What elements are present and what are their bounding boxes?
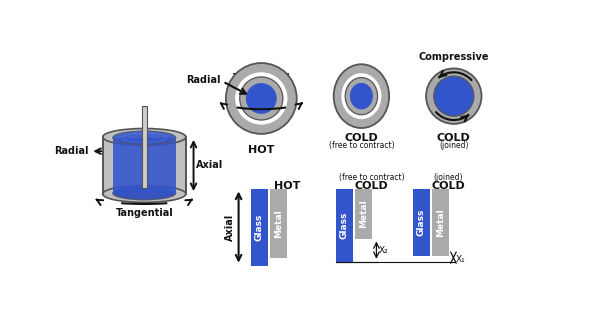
Text: X₂: X₂ <box>379 246 388 255</box>
Text: (free to contract): (free to contract) <box>338 173 404 182</box>
Ellipse shape <box>426 68 482 124</box>
Ellipse shape <box>235 72 287 124</box>
Ellipse shape <box>113 186 176 200</box>
Text: COLD: COLD <box>355 181 388 191</box>
Ellipse shape <box>103 129 186 145</box>
Text: Glass: Glass <box>340 212 349 239</box>
Text: Radial: Radial <box>186 75 220 85</box>
Text: COLD: COLD <box>437 133 470 143</box>
Text: COLD: COLD <box>344 133 378 143</box>
Bar <box>413 188 430 256</box>
Text: Tangential: Tangential <box>115 208 173 218</box>
Polygon shape <box>103 137 186 194</box>
Bar <box>335 188 353 262</box>
Polygon shape <box>113 138 176 193</box>
Ellipse shape <box>341 73 382 119</box>
Text: (joined): (joined) <box>434 173 463 182</box>
Text: COLD: COLD <box>431 181 465 191</box>
Ellipse shape <box>240 77 283 120</box>
Bar <box>270 188 287 258</box>
Ellipse shape <box>226 63 297 134</box>
Ellipse shape <box>345 77 377 115</box>
Text: Compressive: Compressive <box>419 52 489 62</box>
Text: Glass: Glass <box>255 213 264 241</box>
Text: Axial: Axial <box>196 160 223 171</box>
Text: X₁: X₁ <box>456 254 466 263</box>
Ellipse shape <box>246 83 277 114</box>
Bar <box>355 188 372 239</box>
Ellipse shape <box>113 131 176 145</box>
Ellipse shape <box>103 186 186 203</box>
Text: Metal: Metal <box>359 199 368 228</box>
Text: HOT: HOT <box>274 181 300 191</box>
Bar <box>432 188 449 256</box>
Text: Tangential: Tangential <box>232 73 290 83</box>
Ellipse shape <box>334 64 389 128</box>
Ellipse shape <box>434 76 474 116</box>
Bar <box>142 106 147 188</box>
Ellipse shape <box>350 83 373 109</box>
Text: Radial: Radial <box>55 146 89 156</box>
Text: Metal: Metal <box>274 209 283 237</box>
Text: (joined): (joined) <box>439 141 469 150</box>
Text: (free to contract): (free to contract) <box>329 141 394 150</box>
Text: HOT: HOT <box>248 145 274 155</box>
Text: Glass: Glass <box>416 209 425 236</box>
Text: Axial: Axial <box>225 213 235 241</box>
Text: Metal: Metal <box>436 208 445 237</box>
Bar <box>251 188 268 266</box>
